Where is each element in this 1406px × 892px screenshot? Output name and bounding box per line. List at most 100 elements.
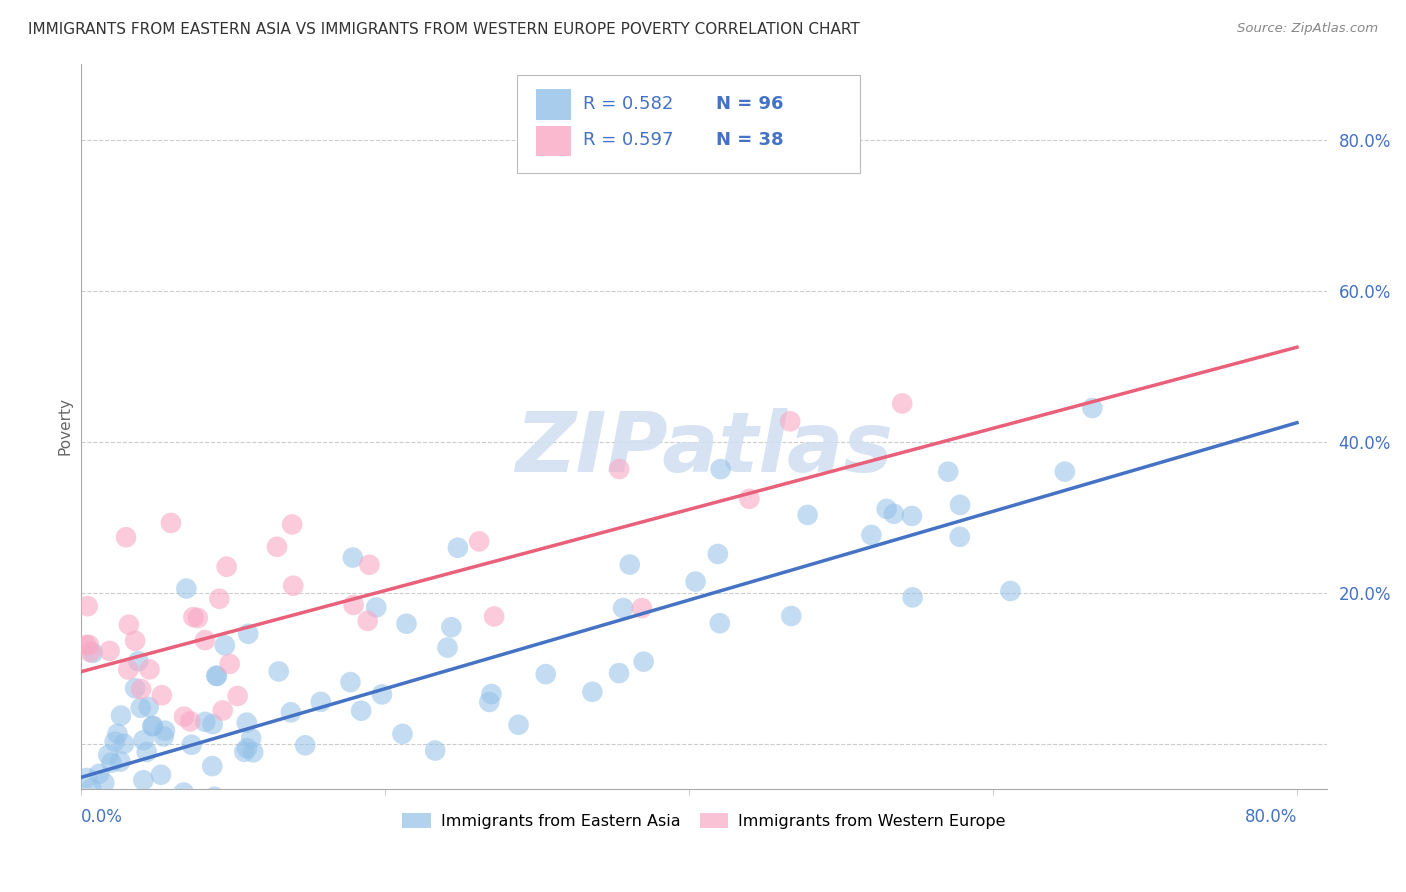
- Point: [436, 640, 458, 655]
- Text: 0.0%: 0.0%: [80, 808, 122, 826]
- Point: [80, 781, 103, 796]
- Text: N = 38: N = 38: [717, 131, 785, 149]
- Point: [205, 669, 228, 683]
- Point: [155, 797, 177, 811]
- Point: [238, 627, 260, 641]
- Point: [901, 591, 924, 605]
- Point: [180, 738, 202, 752]
- Point: [356, 614, 378, 628]
- Text: IMMIGRANTS FROM EASTERN ASIA VS IMMIGRANTS FROM WESTERN EUROPE POVERTY CORRELATI: IMMIGRANTS FROM EASTERN ASIA VS IMMIGRAN…: [28, 22, 860, 37]
- Point: [685, 574, 707, 589]
- Point: [949, 530, 972, 544]
- Point: [141, 719, 163, 733]
- Point: [124, 681, 146, 696]
- Point: [612, 601, 634, 615]
- Text: 80.0%: 80.0%: [1244, 808, 1296, 826]
- Point: [132, 733, 155, 747]
- Point: [77, 638, 100, 652]
- Point: [779, 414, 801, 428]
- Point: [891, 396, 914, 410]
- Point: [350, 704, 373, 718]
- Point: [481, 687, 503, 701]
- Point: [709, 616, 731, 631]
- Point: [112, 737, 135, 751]
- Point: [233, 745, 256, 759]
- Point: [105, 794, 128, 808]
- Point: [738, 491, 761, 506]
- Point: [619, 558, 641, 572]
- Point: [118, 617, 141, 632]
- Point: [187, 611, 209, 625]
- Point: [86, 797, 108, 811]
- Point: [395, 616, 418, 631]
- Point: [153, 723, 176, 738]
- Point: [124, 633, 146, 648]
- Point: [76, 771, 98, 785]
- Point: [534, 667, 557, 681]
- Point: [83, 797, 105, 811]
- Point: [127, 654, 149, 668]
- Point: [104, 734, 127, 748]
- Point: [280, 706, 302, 720]
- Point: [138, 699, 160, 714]
- Point: [77, 797, 100, 811]
- Point: [707, 547, 730, 561]
- Point: [359, 558, 381, 572]
- Point: [342, 598, 364, 612]
- Point: [79, 645, 101, 659]
- Point: [183, 610, 205, 624]
- Point: [236, 715, 259, 730]
- Point: [135, 745, 157, 759]
- Point: [468, 534, 491, 549]
- Point: [76, 797, 98, 811]
- Point: [76, 599, 98, 614]
- Point: [236, 741, 259, 756]
- Point: [1081, 401, 1104, 415]
- Point: [110, 708, 132, 723]
- Point: [98, 644, 121, 658]
- Point: [242, 745, 264, 759]
- Point: [309, 695, 332, 709]
- Point: [77, 797, 100, 811]
- Point: [107, 797, 129, 811]
- Point: [391, 727, 413, 741]
- Point: [214, 797, 236, 811]
- Point: [150, 768, 173, 782]
- Point: [211, 703, 233, 717]
- Point: [73, 797, 96, 811]
- Point: [150, 688, 173, 702]
- Point: [581, 685, 603, 699]
- Point: [215, 559, 238, 574]
- Point: [226, 689, 249, 703]
- Point: [142, 719, 165, 733]
- Point: [135, 797, 157, 811]
- Point: [159, 797, 181, 811]
- Point: [710, 462, 733, 476]
- Point: [115, 530, 138, 544]
- Point: [138, 662, 160, 676]
- Point: [214, 639, 236, 653]
- Legend: Immigrants from Eastern Asia, Immigrants from Western Europe: Immigrants from Eastern Asia, Immigrants…: [396, 806, 1012, 835]
- Point: [152, 730, 174, 744]
- Bar: [536, 126, 571, 156]
- Point: [93, 776, 115, 790]
- Point: [294, 739, 316, 753]
- Point: [204, 789, 226, 804]
- Point: [110, 755, 132, 769]
- Text: Source: ZipAtlas.com: Source: ZipAtlas.com: [1237, 22, 1378, 36]
- Point: [117, 663, 139, 677]
- Point: [342, 550, 364, 565]
- Point: [179, 714, 201, 729]
- Point: [440, 620, 463, 634]
- Point: [281, 517, 304, 532]
- Text: R = 0.582: R = 0.582: [583, 95, 673, 113]
- Point: [194, 714, 217, 729]
- Point: [205, 669, 228, 683]
- Point: [208, 591, 231, 606]
- Y-axis label: Poverty: Poverty: [58, 398, 72, 456]
- Point: [212, 797, 235, 811]
- Point: [129, 700, 152, 714]
- Point: [508, 718, 530, 732]
- Point: [129, 682, 152, 697]
- Point: [266, 540, 288, 554]
